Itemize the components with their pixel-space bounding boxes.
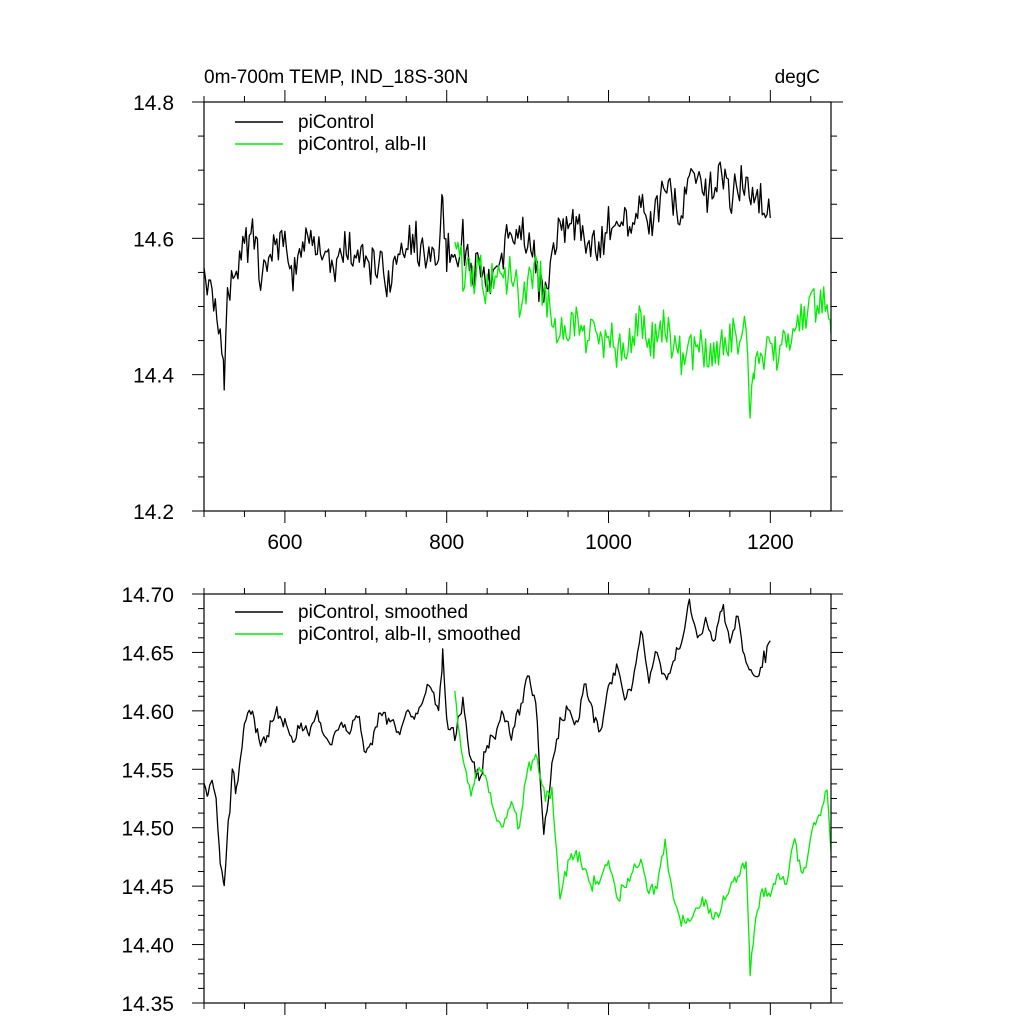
bottom-panel: 14.35 14.40 14.45 14.50 14.55 14.60 14.65 14.70… xyxy=(121,582,843,1016)
bottom-y-tick-label-14-65: 14.65 xyxy=(121,642,174,665)
top-panel-frame xyxy=(203,101,832,512)
bottom-panel-series xyxy=(203,598,832,977)
top-y-tick-label-14-2: 14.2 xyxy=(133,501,174,524)
top-series-line-picontrol-alb-ii xyxy=(454,241,832,419)
top-panel-title: 0m-700m TEMP, IND_18S-30N xyxy=(204,67,468,88)
bottom-y-tick-label-14-50: 14.50 xyxy=(121,818,174,841)
top-x-tick-label-1200: 1200 xyxy=(747,531,794,554)
top-series-line-picontrol xyxy=(203,161,771,391)
bottom-y-tick-label-14-55: 14.55 xyxy=(121,759,174,782)
top-panel-legend: piControl piControl, alb-II xyxy=(235,112,427,155)
bottom-series-line-picontrol-alb-ii-smoothed xyxy=(454,690,832,977)
bottom-panel-frame xyxy=(203,593,832,1004)
legend-label-picontrol-smoothed: piControl, smoothed xyxy=(298,602,468,623)
bottom-panel-ticks: 14.35 14.40 14.45 14.50 14.55 14.60 14.65 14.70 xyxy=(121,582,843,1016)
legend-label-picontrol: piControl xyxy=(298,112,374,133)
bottom-y-tick-label-14-70: 14.70 xyxy=(121,584,174,607)
top-x-tick-label-600: 600 xyxy=(267,531,302,554)
bottom-series-line-picontrol-smoothed xyxy=(203,598,771,887)
top-y-tick-label-14-8: 14.8 xyxy=(133,92,174,115)
top-y-tick-label-14-4: 14.4 xyxy=(133,365,174,388)
bottom-y-tick-label-14-60: 14.60 xyxy=(121,701,174,724)
legend-label-alb-ii-smoothed: piControl, alb-II, smoothed xyxy=(298,624,521,645)
top-y-tick-label-14-6: 14.6 xyxy=(133,228,174,251)
bottom-y-tick-label-14-40: 14.40 xyxy=(121,935,174,958)
legend-label-alb-ii: piControl, alb-II xyxy=(298,134,427,155)
top-x-tick-label-1000: 1000 xyxy=(585,531,632,554)
top-panel: 0m-700m TEMP, IND_18S-30N degC 600 800 100… xyxy=(133,67,843,554)
bottom-y-tick-label-14-45: 14.45 xyxy=(121,876,174,899)
top-panel-series xyxy=(203,161,832,419)
bottom-y-tick-label-14-35: 14.35 xyxy=(121,993,174,1016)
top-panel-ticks: 600 800 1000 1200 14.2 14.4 14.6 14.8 xyxy=(133,90,843,554)
top-x-tick-label-800: 800 xyxy=(429,531,464,554)
top-panel-units-label: degC xyxy=(775,67,820,88)
bottom-panel-legend: piControl, smoothed piControl, alb-II, s… xyxy=(235,602,521,645)
